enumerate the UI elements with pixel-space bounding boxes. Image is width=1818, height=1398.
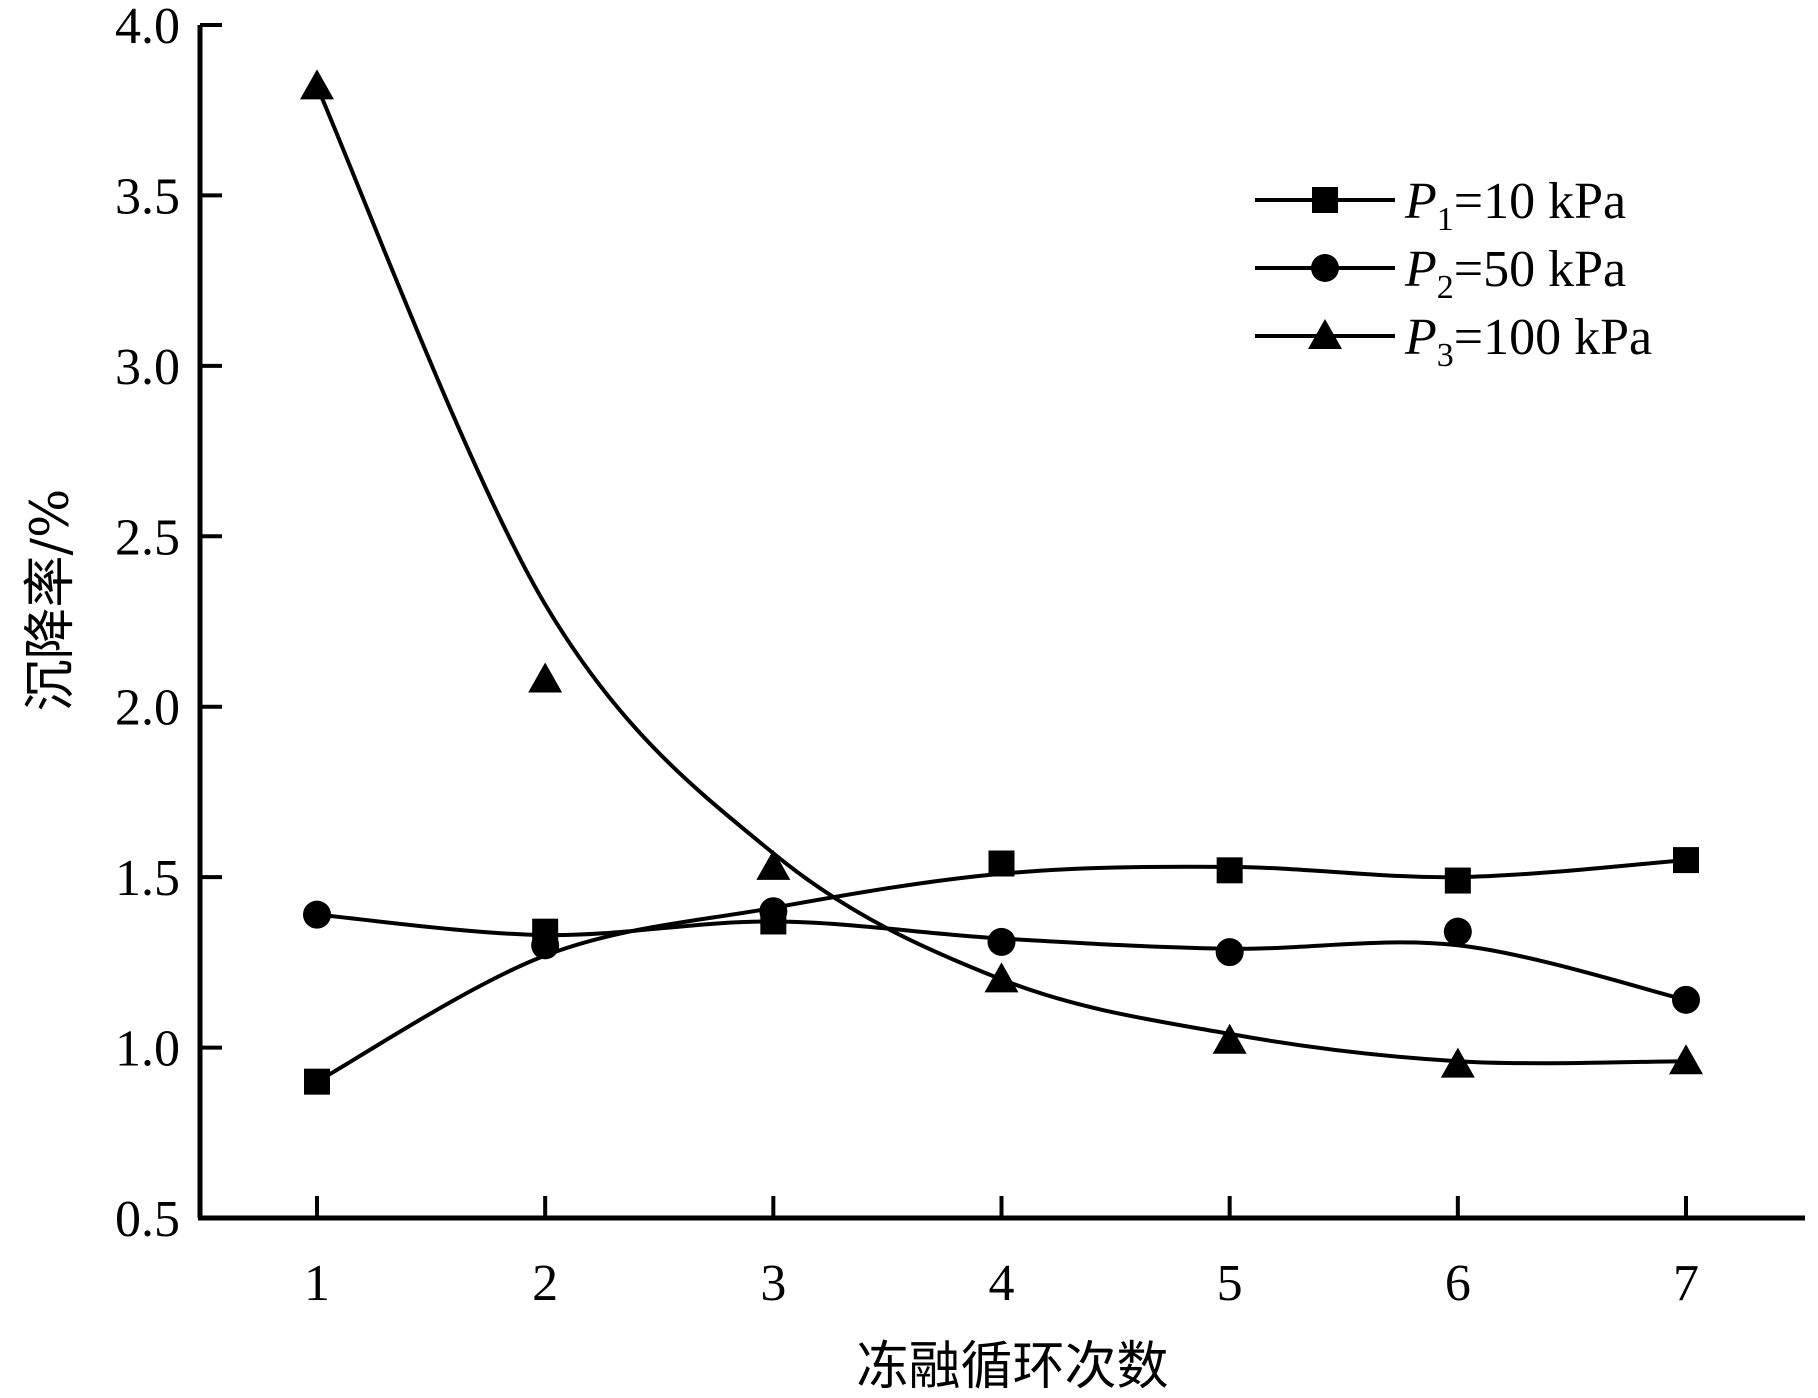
marker-p2-circle bbox=[1672, 985, 1700, 1014]
legend-label-p1: P1=10 kPa bbox=[1404, 173, 1626, 238]
y-tick-label: 3.5 bbox=[115, 168, 180, 225]
y-tick-label: 1.5 bbox=[115, 850, 180, 907]
y-tick-label: 4.0 bbox=[115, 0, 180, 55]
x-tick-label: 4 bbox=[989, 1255, 1015, 1312]
x-axis-label: 冻融循环次数 bbox=[856, 1337, 1168, 1397]
legend-marker-p3 bbox=[1308, 319, 1342, 349]
marker-p3-triangle bbox=[756, 849, 791, 880]
ticks: 0.5 1.0 1.5 2.0 2.5 3.0 3.5 4.0 1 2 3 4 5 6 7 bbox=[115, 0, 1699, 1312]
y-tick-label: 2.0 bbox=[115, 680, 180, 737]
x-tick-label: 5 bbox=[1217, 1255, 1243, 1312]
curve-p3 bbox=[315, 85, 1687, 1066]
marker-p1-square bbox=[1444, 867, 1471, 894]
marker-p2-circle bbox=[303, 900, 331, 929]
x-tick-label: 7 bbox=[1673, 1255, 1699, 1312]
marker-p1-square bbox=[988, 850, 1015, 877]
marker-p3-triangle bbox=[1212, 1023, 1247, 1054]
legend-label-p2: P2=50 kPa bbox=[1404, 241, 1626, 306]
marker-p2-circle bbox=[759, 897, 788, 926]
marker-p2-circle bbox=[987, 927, 1016, 956]
data-markers bbox=[300, 69, 1703, 1095]
marker-p2-circle bbox=[1443, 917, 1472, 946]
y-tick-label: 1.0 bbox=[115, 1021, 180, 1078]
marker-p2-circle bbox=[531, 931, 560, 960]
marker-p1-square bbox=[1216, 857, 1243, 884]
marker-p3-triangle bbox=[1669, 1044, 1703, 1075]
x-tick-label: 1 bbox=[304, 1255, 330, 1312]
marker-p3-triangle bbox=[528, 662, 563, 693]
marker-p3-triangle bbox=[300, 69, 334, 100]
legend-marker-p1 bbox=[1312, 187, 1338, 213]
marker-p1-square bbox=[304, 1068, 330, 1095]
marker-p3-triangle bbox=[984, 962, 1019, 993]
y-axis-label: 沉降率/% bbox=[21, 489, 81, 712]
marker-p2-circle bbox=[1215, 938, 1244, 967]
x-tick-label: 6 bbox=[1445, 1255, 1471, 1312]
legend-label-p3: P3=100 kPa bbox=[1404, 309, 1652, 374]
legend-marker-p2 bbox=[1311, 254, 1339, 282]
marker-p1-square bbox=[1673, 847, 1699, 874]
marker-p3-triangle bbox=[1440, 1047, 1475, 1078]
y-tick-label: 3.0 bbox=[115, 339, 180, 396]
x-tick-label: 3 bbox=[760, 1255, 786, 1312]
x-tick-label: 2 bbox=[532, 1255, 558, 1312]
y-tick-label: 0.5 bbox=[115, 1191, 180, 1248]
y-tick-label: 2.5 bbox=[115, 509, 180, 566]
